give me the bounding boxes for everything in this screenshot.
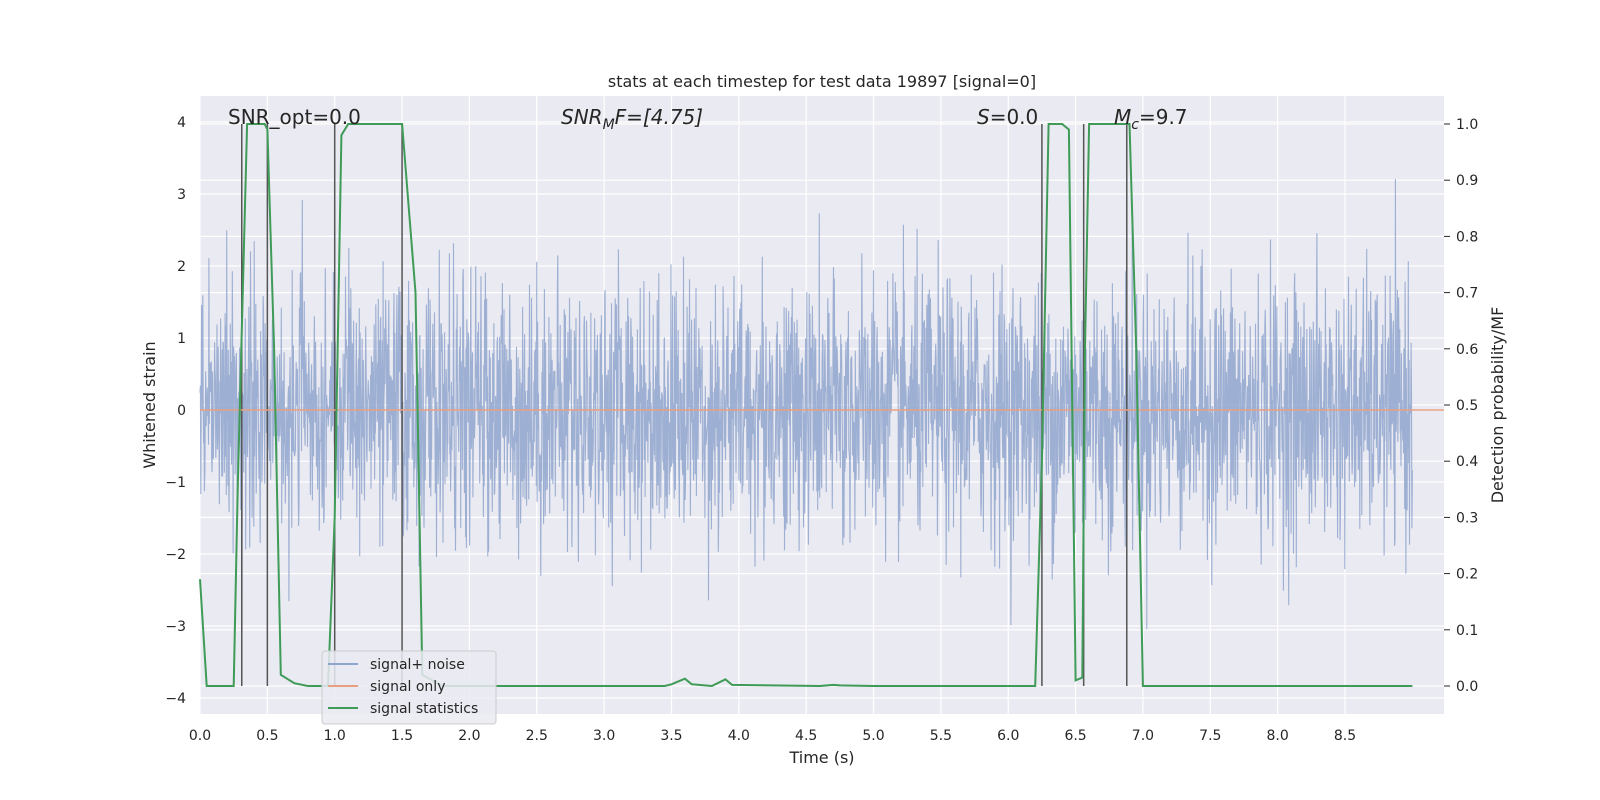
legend: signal+ noise signal only signal statist… (321, 650, 497, 725)
x-tick-label: 7.5 (1199, 728, 1221, 744)
y-right-tick-label: 0.1 (1456, 623, 1478, 639)
legend-label-statistics: signal statistics (370, 701, 478, 717)
y-right-tick-label: 0.9 (1456, 173, 1478, 189)
snr-mf-annotation: SNRMF=[4.75] (561, 105, 703, 133)
y-tick-label: 3 (177, 187, 186, 203)
mc-annotation: Mc=9.7 (1114, 105, 1188, 133)
y-tick-label: 1 (177, 331, 186, 347)
x-tick-label: 1.0 (324, 728, 346, 744)
x-tick-label: 7.0 (1132, 728, 1154, 744)
x-tick-label: 1.5 (391, 728, 413, 744)
y-right-tick-label: 0.0 (1456, 679, 1478, 695)
mc-rest: =9.7 (1139, 105, 1188, 129)
x-tick-label: 6.5 (1064, 728, 1086, 744)
y-right-axis-label: Detection probability/MF (1488, 307, 1507, 504)
snr-mf-rest-text: F=[4.75] (615, 105, 703, 129)
x-tick-label: 3.0 (593, 728, 615, 744)
legend-box (321, 650, 497, 725)
y-right-tick-label: 0.8 (1456, 229, 1478, 245)
y-axis-label: Whitened strain (140, 341, 159, 468)
y-right-tick-label: 0.4 (1456, 454, 1478, 470)
y-right-tick-label: 1.0 (1456, 117, 1478, 133)
y-right-tick-label: 0.2 (1456, 567, 1478, 583)
y-tick-label: 4 (177, 115, 186, 131)
s-italic: S (977, 105, 990, 129)
mc-base: M (1114, 105, 1131, 129)
snr-mf-sub: M (603, 117, 615, 133)
x-tick-label: 8.0 (1267, 728, 1289, 744)
statistics-series (199, 123, 1413, 688)
x-tick-label: 6.0 (997, 728, 1019, 744)
y-right-tick-label: 0.3 (1456, 510, 1478, 526)
y-tick-label: −4 (165, 691, 186, 707)
y-right-tick-label: 0.5 (1456, 398, 1478, 414)
x-tick-label: 0.0 (189, 728, 211, 744)
legend-label-noise: signal+ noise (370, 657, 465, 673)
statistics-line (199, 123, 1413, 688)
y-tick-label: −3 (165, 619, 186, 635)
y-ticks: −4 −3 −2 −1 0 1 2 3 4 (165, 115, 186, 707)
chart-title: stats at each timestep for test data 198… (608, 72, 1036, 91)
snr-mf-rest: F=[4.75] (615, 105, 703, 129)
y-right-tick-label: 0.7 (1456, 286, 1478, 302)
x-tick-label: 4.0 (728, 728, 750, 744)
x-tick-label: 5.0 (862, 728, 884, 744)
y-tick-label: −2 (165, 547, 186, 563)
x-tick-label: 4.5 (795, 728, 817, 744)
legend-label-signal-only: signal only (370, 679, 445, 695)
x-tick-label: 2.0 (458, 728, 480, 744)
x-ticks: 0.0 0.5 1.0 1.5 2.0 2.5 3.0 3.5 4.0 4.5 5.0 5.5 6.0 6… (189, 728, 1356, 744)
snr-mf-base: SNR (561, 105, 603, 129)
mc-sub: c (1131, 117, 1139, 133)
y-right-tick-label: 0.6 (1456, 342, 1478, 358)
x-tick-label: 2.5 (526, 728, 548, 744)
y-right-ticks: 0.0 0.1 0.2 0.3 0.4 0.5 0.6 0.7 0.8 0.9 1.0 (1444, 117, 1478, 695)
snr-opt-annotation: SNR_opt=0.0 (228, 105, 361, 129)
x-tick-label: 8.5 (1334, 728, 1356, 744)
x-tick-label: 3.5 (660, 728, 682, 744)
s-annotation: S=0.0 (977, 105, 1038, 129)
x-tick-label: 0.5 (256, 728, 278, 744)
s-rest: =0.0 (990, 105, 1039, 129)
y-tick-label: −1 (165, 475, 186, 491)
y-tick-label: 0 (177, 403, 186, 419)
x-axis-label: Time (s) (788, 748, 854, 767)
x-tick-label: 5.5 (930, 728, 952, 744)
y-tick-label: 2 (177, 259, 186, 275)
